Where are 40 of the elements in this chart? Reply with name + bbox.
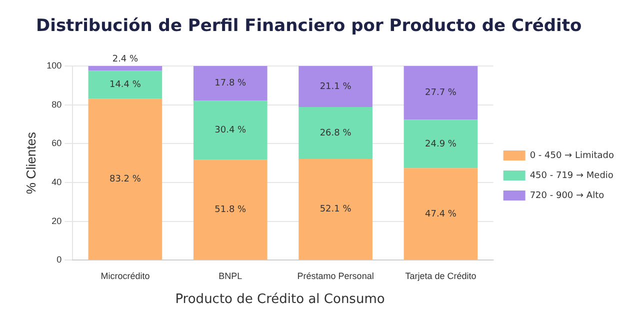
data-label: 51.8 % [214, 204, 247, 215]
bar [88, 98, 162, 260]
data-label: 83.2 % [109, 174, 142, 185]
chart-title: Distribución de Perfil Financiero por Producto de Crédito [36, 16, 582, 36]
y-axis-title: % Clientes [23, 132, 38, 194]
legend-label: 0 - 450 → Limitado [530, 150, 614, 161]
bar [298, 159, 372, 260]
y-tick-label: 40 [52, 177, 62, 188]
data-label: 27.7 % [425, 88, 457, 98]
data-label: 21.1 % [320, 82, 352, 92]
bar [193, 66, 268, 101]
x-tick-label: Préstamo Personal [297, 271, 374, 282]
data-label: 24.9 % [425, 139, 457, 150]
bar [193, 160, 268, 260]
bar [88, 70, 162, 99]
data-label: 47.4 % [425, 209, 457, 220]
x-tick-label: Tarjeta de Crédito [405, 271, 476, 282]
y-tick-label: 20 [52, 216, 62, 226]
bar [88, 66, 162, 71]
bar [298, 66, 372, 107]
bar [404, 168, 478, 260]
bar [404, 120, 478, 168]
x-tick-label: Microcrédito [100, 271, 150, 282]
data-label: 14.4 % [109, 80, 142, 90]
y-tick-label: 60 [52, 138, 62, 148]
y-tick-label: 80 [52, 99, 62, 110]
x-axis-title: Producto de Crédito al Consumo [174, 292, 386, 307]
legend-label: 720 - 900 → Alto [530, 190, 605, 201]
y-tick-label: 0 [56, 254, 62, 265]
x-tick-label: BNPL [218, 271, 242, 282]
data-label: 2.4 % [112, 54, 139, 64]
data-label: 30.4 % [214, 125, 247, 136]
y-tick-label: 100 [46, 60, 62, 70]
data-label: 52.1 % [320, 204, 352, 215]
data-label: 26.8 % [320, 128, 352, 138]
bar [404, 66, 478, 120]
legend-label: 450 - 719 → Medio [530, 170, 614, 181]
bar [298, 106, 372, 160]
bar [193, 100, 268, 160]
data-label: 17.8 % [214, 78, 247, 89]
